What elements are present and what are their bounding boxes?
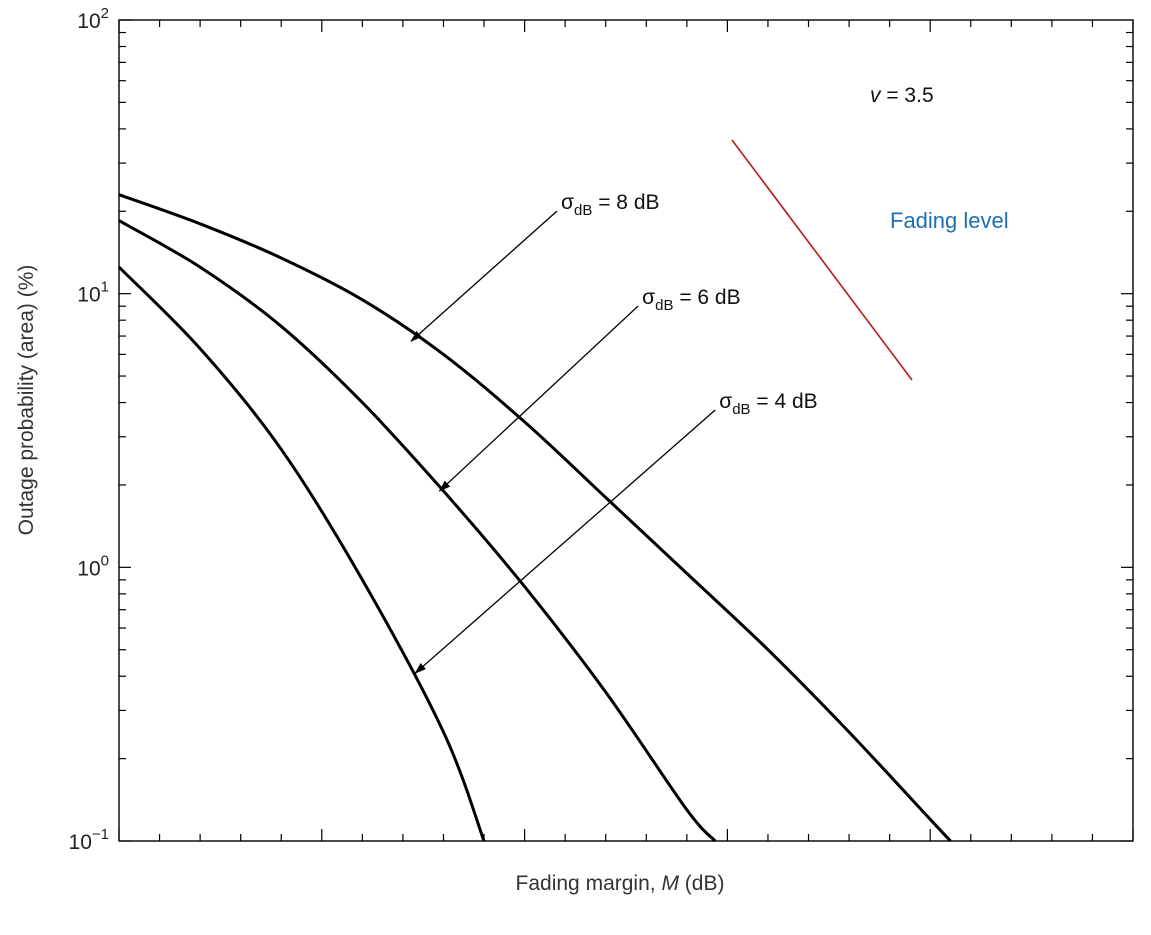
series-label: σdB = 4 dB bbox=[719, 390, 817, 418]
y-tick-label: 100 bbox=[77, 552, 109, 580]
sigma-subscript: dB bbox=[732, 401, 750, 418]
series-curve bbox=[118, 193, 952, 843]
y-tick-label: 101 bbox=[77, 279, 109, 307]
y-tick-label: 102 bbox=[77, 5, 109, 33]
parameter-label: v = 3.5 bbox=[870, 84, 934, 107]
series-curve bbox=[118, 219, 717, 843]
sigma-subscript: dB bbox=[574, 202, 592, 219]
sigma-symbol: σ bbox=[642, 286, 655, 309]
y-axis-title: Outage probability (area) (%) bbox=[15, 265, 38, 536]
curves-layer bbox=[117, 193, 952, 843]
series-curve bbox=[117, 266, 486, 842]
sigma-value: = 6 dB bbox=[673, 286, 740, 309]
plot-border bbox=[118, 19, 1134, 842]
fading-level-line bbox=[731, 139, 913, 381]
plot-frame bbox=[118, 19, 1134, 842]
sigma-symbol: σ bbox=[719, 390, 732, 413]
tick-marks bbox=[118, 19, 1134, 842]
series-arrow bbox=[410, 210, 558, 342]
series-arrow bbox=[414, 409, 716, 674]
series-label: σdB = 8 dB bbox=[561, 191, 659, 219]
sigma-value: = 8 dB bbox=[592, 191, 659, 214]
sigma-symbol: σ bbox=[561, 191, 574, 214]
series-label: σdB = 6 dB bbox=[642, 286, 740, 314]
series-arrow bbox=[438, 305, 639, 492]
sigma-subscript: dB bbox=[655, 297, 673, 314]
y-tick-label: 10−1 bbox=[69, 826, 109, 854]
tick-labels: 10−1 100 101 102 bbox=[69, 5, 109, 854]
x-axis-title: Fading margin, M (dB) bbox=[516, 872, 725, 895]
fading-level-label: Fading level bbox=[890, 208, 1009, 233]
annotation-arrows bbox=[410, 210, 716, 674]
sigma-value: = 4 dB bbox=[751, 390, 818, 413]
